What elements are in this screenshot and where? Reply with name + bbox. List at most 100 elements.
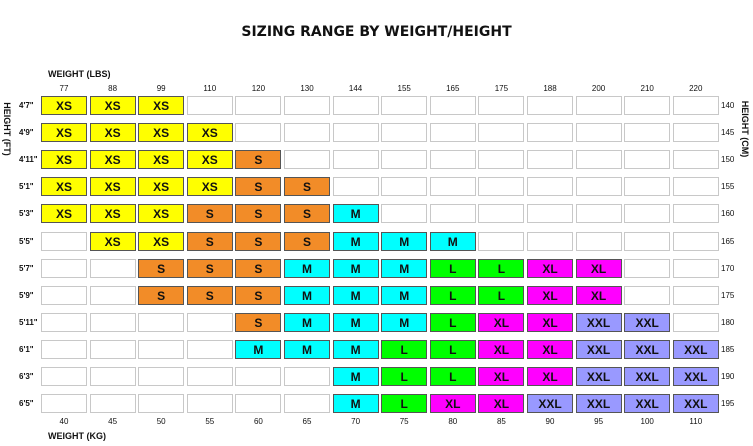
- weight-kg-tick: 65: [302, 417, 312, 426]
- size-cell-m: M: [332, 394, 379, 414]
- size-cell-m: M: [284, 312, 330, 332]
- empty-cell: [332, 177, 379, 197]
- size-cell-l: L: [381, 367, 428, 386]
- size-cell-xxl: XXL: [672, 394, 719, 414]
- size-cell-l: L: [429, 285, 476, 305]
- empty-cell: [429, 123, 476, 143]
- size-cell-xl: XL: [527, 312, 573, 332]
- chart-title: SIZING RANGE BY WEIGHT/HEIGHT: [241, 24, 512, 40]
- size-cell-xl: XL: [478, 394, 525, 414]
- empty-cell: [672, 177, 719, 197]
- weight-lbs-tick: 200: [591, 84, 606, 93]
- size-cell-xl: XL: [478, 339, 525, 359]
- empty-cell: [527, 150, 573, 170]
- empty-cell: [41, 285, 87, 305]
- empty-cell: [672, 285, 719, 305]
- size-cell-xs: XS: [41, 177, 87, 197]
- weight-lbs-tick: 130: [300, 84, 314, 93]
- size-cell-m: M: [284, 285, 330, 305]
- size-cell-s: S: [235, 231, 282, 251]
- size-cell-l: L: [429, 367, 476, 386]
- size-cell-xxl: XXL: [624, 339, 671, 359]
- empty-cell: [575, 96, 622, 115]
- empty-cell: [89, 367, 136, 386]
- empty-cell: [575, 204, 622, 224]
- size-cell-s: S: [138, 258, 185, 278]
- empty-cell: [235, 394, 282, 414]
- size-cell-s: S: [186, 204, 233, 224]
- weight-kg-tick: 95: [594, 417, 604, 426]
- weight-lbs-tick: 175: [494, 84, 509, 93]
- size-cell-l: L: [429, 312, 476, 332]
- empty-cell: [624, 177, 671, 197]
- size-cell-m: M: [284, 339, 330, 359]
- height-cm-label: 140: [721, 101, 735, 110]
- empty-cell: [89, 258, 136, 278]
- empty-cell: [575, 231, 622, 251]
- empty-cell: [138, 312, 185, 332]
- weight-lbs-tick: 144: [348, 84, 363, 93]
- size-cell-s: S: [235, 312, 282, 332]
- size-cell-l: L: [478, 258, 525, 278]
- empty-cell: [41, 367, 87, 386]
- size-cell-s: S: [284, 231, 330, 251]
- empty-cell: [624, 258, 671, 278]
- empty-cell: [235, 367, 282, 386]
- size-cell-xs: XS: [41, 123, 87, 143]
- empty-cell: [381, 204, 428, 224]
- size-cell-s: S: [284, 204, 330, 224]
- empty-cell: [624, 150, 671, 170]
- size-cell-s: S: [235, 258, 282, 278]
- empty-cell: [138, 367, 185, 386]
- empty-cell: [138, 394, 185, 414]
- size-cell-xxl: XXL: [624, 312, 671, 332]
- weight-kg-tick: 85: [496, 417, 506, 426]
- size-cell-xxl: XXL: [575, 339, 622, 359]
- size-cell-xxl: XXL: [624, 367, 671, 386]
- empty-cell: [672, 123, 719, 143]
- empty-cell: [89, 339, 136, 359]
- empty-cell: [429, 204, 476, 224]
- empty-cell: [284, 367, 330, 386]
- size-cell-xl: XL: [575, 258, 622, 278]
- height-ft-label: 6'1": [19, 344, 34, 354]
- empty-cell: [89, 285, 136, 305]
- size-cell-xl: XL: [429, 394, 476, 414]
- empty-cell: [429, 96, 476, 115]
- height-cm-label: 175: [721, 290, 735, 300]
- empty-cell: [186, 367, 233, 386]
- empty-cell: [624, 204, 671, 224]
- empty-cell: [284, 150, 330, 170]
- height-cm-label: 195: [721, 399, 735, 409]
- empty-cell: [284, 394, 330, 414]
- size-cell-l: L: [381, 394, 428, 414]
- weight-kg-tick: 75: [399, 417, 409, 426]
- weight-kg-tick: 60: [253, 417, 263, 426]
- size-cell-m: M: [332, 367, 379, 386]
- size-cell-xl: XL: [527, 367, 573, 386]
- empty-cell: [624, 231, 671, 251]
- y-right-axis-title: HEIGHT (CM): [740, 100, 750, 158]
- empty-cell: [672, 231, 719, 251]
- empty-cell: [624, 96, 671, 115]
- empty-cell: [332, 123, 379, 143]
- empty-cell: [186, 312, 233, 332]
- empty-cell: [41, 394, 87, 414]
- height-ft-label: 5'1": [19, 182, 34, 192]
- size-cell-m: M: [332, 204, 379, 224]
- size-cell-s: S: [235, 204, 282, 224]
- size-cell-xxl: XXL: [672, 367, 719, 386]
- empty-cell: [527, 96, 573, 115]
- x-top-axis-title: WEIGHT (LBS): [48, 69, 111, 79]
- size-cell-xs: XS: [89, 123, 136, 143]
- height-ft-label: 5'3": [19, 209, 34, 219]
- size-cell-xxl: XXL: [624, 394, 671, 414]
- height-ft-label: 6'3": [19, 372, 34, 381]
- size-cell-xs: XS: [41, 150, 87, 170]
- empty-cell: [429, 177, 476, 197]
- empty-cell: [672, 204, 719, 224]
- size-cell-l: L: [478, 285, 525, 305]
- weight-kg-tick: 55: [205, 417, 215, 426]
- empty-cell: [41, 312, 87, 332]
- size-cell-xs: XS: [89, 177, 136, 197]
